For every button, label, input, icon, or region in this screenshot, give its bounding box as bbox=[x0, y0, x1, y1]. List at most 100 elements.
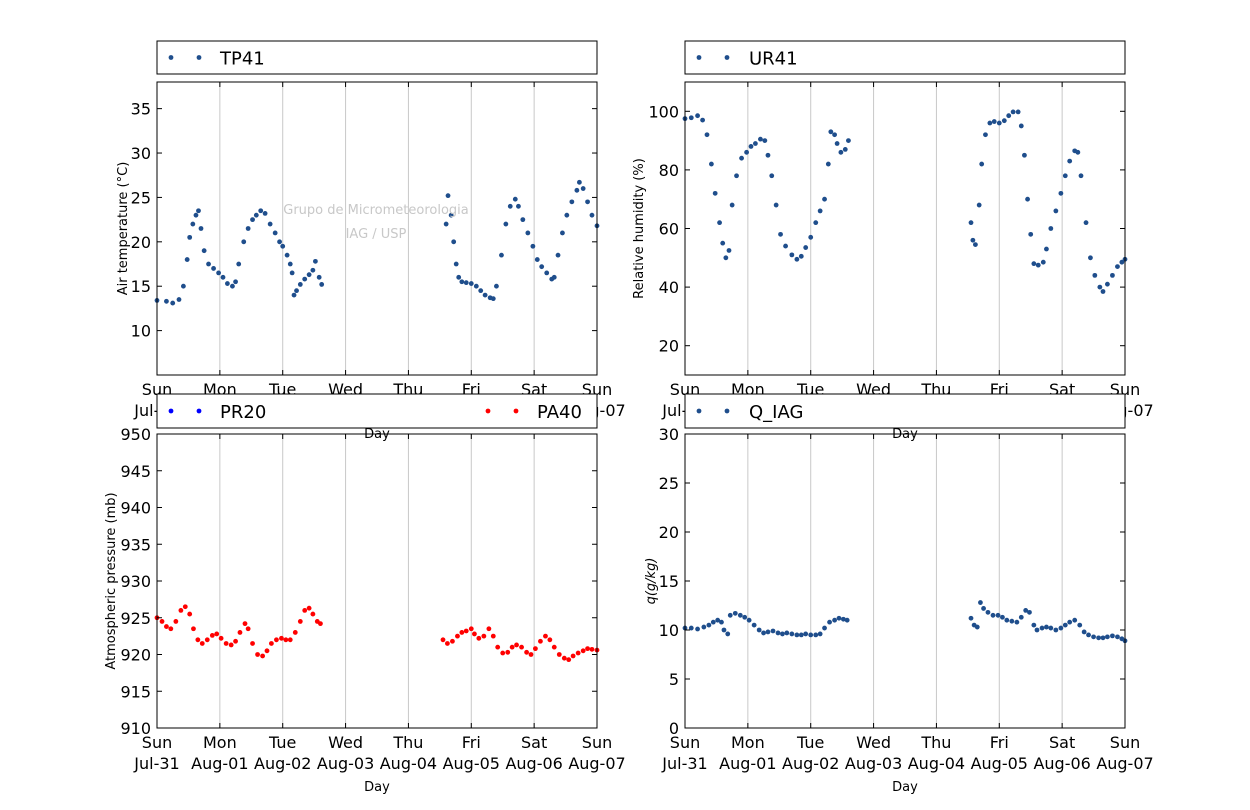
panel-3-series-PA40-point-36 bbox=[318, 621, 323, 627]
panel-3-xtick-day-4: Thu bbox=[392, 733, 423, 752]
panel-1-series-TP41-point-14 bbox=[216, 270, 222, 276]
panel-2-series-UR41-point-22 bbox=[778, 231, 783, 237]
panel-2-series-UR41-point-69 bbox=[1088, 255, 1093, 261]
panel-1-series-TP41-point-2 bbox=[170, 300, 176, 306]
panel-4-series-Q_IAG-point-58 bbox=[1062, 622, 1068, 628]
panel-2-series-UR41-point-16 bbox=[753, 141, 758, 146]
panel-4-series-Q_IAG-point-28 bbox=[813, 632, 819, 638]
panel-2-ytick-label-80: 80 bbox=[659, 161, 679, 180]
panel-4-series-Q_IAG-point-3 bbox=[701, 624, 707, 630]
panel-1-ytick-label-30: 30 bbox=[131, 144, 151, 163]
panel-4-series-Q_IAG-point-60 bbox=[1072, 617, 1078, 623]
panel-4-ytick-label-20: 20 bbox=[659, 523, 679, 542]
panel-3-series-PA40-point-45 bbox=[476, 635, 482, 641]
panel-2-series-UR41-point-64 bbox=[1067, 158, 1073, 164]
panel-3-series-PA40-point-4 bbox=[173, 619, 179, 624]
panel-1-series-TP41-point-12 bbox=[206, 261, 211, 267]
panel-4-series-Q_IAG-point-59 bbox=[1067, 619, 1073, 625]
panel-1-series-TP41-point-39 bbox=[313, 258, 318, 264]
panel-2-series-UR41-point-23 bbox=[783, 243, 788, 249]
grid-layer bbox=[219, 82, 1063, 728]
panel-3-xtick-day-6: Sat bbox=[521, 733, 547, 752]
panel-1-ylabel: Air temperature (°C) bbox=[116, 162, 131, 296]
panel-3-series-PA40-point-32 bbox=[302, 608, 308, 613]
panel-2-xlabel: Day bbox=[892, 427, 918, 442]
panel-4-series-Q_IAG-point-32 bbox=[832, 617, 837, 623]
panel-3-xtick-date-4: Aug-04 bbox=[380, 754, 437, 773]
panel-2-series-UR41-point-7 bbox=[717, 220, 722, 226]
panel-3-series-PA40-point-10 bbox=[199, 641, 205, 646]
panel-1-series-TP41-point-11 bbox=[201, 248, 207, 254]
panel-2-series-UR41-point-66 bbox=[1075, 149, 1081, 155]
panel-2-series-UR41-point-30 bbox=[817, 208, 823, 214]
panel-1-series-TP41-point-19 bbox=[236, 261, 242, 267]
panel-4-series-Q_IAG-point-25 bbox=[798, 632, 804, 638]
panel-1-series-TP41-point-1 bbox=[164, 298, 169, 304]
panel-2-series-UR41-point-41 bbox=[973, 242, 978, 248]
panel-3-ytick-label-945: 945 bbox=[120, 462, 151, 481]
panel-4-series-Q_IAG-point-61 bbox=[1077, 622, 1083, 628]
panel-4-series-Q_IAG-point-41 bbox=[985, 609, 991, 615]
panel-4-series-Q_IAG-point-10 bbox=[727, 612, 733, 618]
panel-1-series-TP41-point-48 bbox=[459, 279, 465, 285]
panel-2-series-UR41-point-6 bbox=[712, 190, 718, 196]
panel-1-series-TP41-point-53 bbox=[482, 292, 488, 298]
panel-2-series-UR41-point-10 bbox=[726, 248, 732, 253]
panel-4-series-Q_IAG-point-16 bbox=[756, 627, 762, 633]
panel-4-series-Q_IAG-point-19 bbox=[770, 628, 776, 634]
panel-4-ytick-label-5: 5 bbox=[669, 670, 679, 689]
panel-2-series-UR41-point-45 bbox=[987, 120, 993, 126]
panel-1-series-TP41-point-71 bbox=[560, 230, 565, 236]
watermark-line2: IAG / USP bbox=[346, 227, 407, 242]
panel-4-series-Q_IAG-point-2 bbox=[695, 626, 700, 632]
panel-2-legend-marker-UR41-a bbox=[696, 55, 702, 60]
panel-1-series-TP41-point-32 bbox=[289, 270, 295, 276]
panel-3-series-PA40-point-21 bbox=[250, 641, 255, 646]
panel-3-series-PA40-point-8 bbox=[191, 626, 196, 632]
panel-3-series-PA40-point-55 bbox=[524, 649, 529, 655]
panel-1-series-TP41-point-61 bbox=[516, 203, 521, 209]
panel-3-series-PA40-point-44 bbox=[472, 631, 477, 637]
panel-3-series-PA40-point-69 bbox=[589, 646, 595, 652]
panel-1-series-TP41-point-40 bbox=[316, 274, 322, 280]
panel-4-xtick-day-3: Wed bbox=[856, 733, 891, 752]
panel-1-series-TP41-point-46 bbox=[453, 261, 459, 267]
panel-4-series-Q_IAG-point-53 bbox=[1039, 625, 1045, 631]
panel-4-series-Q_IAG-point-55 bbox=[1048, 625, 1054, 631]
panel-2-ylabel: Relative humidity (%) bbox=[632, 158, 647, 299]
panel-4-series-Q_IAG-point-49 bbox=[1023, 608, 1029, 613]
watermark-layer: Grupo de Micrometeorologia IAG / USP bbox=[283, 203, 469, 242]
panel-3-series-PA40-point-42 bbox=[463, 628, 469, 634]
panel-4-legend-marker-Q_IAG-b bbox=[724, 408, 730, 414]
panel-3-series-PA40-point-50 bbox=[500, 650, 506, 656]
panel-4-series-Q_IAG-point-43 bbox=[995, 612, 1001, 618]
panel-3-series-PA40-point-13 bbox=[214, 631, 220, 637]
panel-4-series-Q_IAG-point-39 bbox=[978, 600, 983, 605]
panel-2-series-UR41-point-59 bbox=[1044, 246, 1049, 252]
panel-4-series-Q_IAG-point-9 bbox=[725, 631, 731, 637]
panel-1-series-TP41-point-70 bbox=[555, 252, 561, 258]
panel-4-series-Q_IAG-point-54 bbox=[1044, 624, 1049, 630]
panel-2-series-UR41-point-20 bbox=[769, 173, 775, 179]
panel-1-series-TP41-point-8 bbox=[193, 212, 199, 218]
panel-2-series-UR41-point-54 bbox=[1025, 196, 1030, 202]
panel-3-legend-marker-PA40-a bbox=[485, 408, 491, 414]
panel-3-series-PA40-point-33 bbox=[306, 605, 312, 611]
panel-2-series-UR41-point-35 bbox=[834, 141, 840, 146]
panel-3-legend-marker-PR20-a bbox=[168, 408, 174, 414]
panel-1-series-TP41-point-27 bbox=[272, 230, 278, 236]
panel-3-xtick-date-3: Aug-03 bbox=[317, 754, 374, 773]
panel-1-series-TP41-point-25 bbox=[262, 211, 268, 216]
panel-2-series-UR41-point-63 bbox=[1062, 173, 1068, 179]
panel-4-series-Q_IAG-point-15 bbox=[751, 622, 757, 628]
panel-4-series-Q_IAG-point-56 bbox=[1053, 627, 1059, 633]
panel-4-series-Q_IAG-point-65 bbox=[1096, 635, 1101, 641]
panel-4-xtick-date-2: Aug-02 bbox=[782, 754, 839, 773]
panel-3-xtick-day-1: Mon bbox=[203, 733, 237, 752]
panel-3-series-PA40-point-22 bbox=[255, 652, 260, 657]
panel-3-series-PA40-point-29 bbox=[287, 637, 293, 643]
panel-3-series-PA40-point-23 bbox=[260, 653, 265, 659]
panel-1-series-TP41-point-49 bbox=[463, 280, 469, 286]
panel-4-ytick-label-10: 10 bbox=[659, 621, 679, 640]
